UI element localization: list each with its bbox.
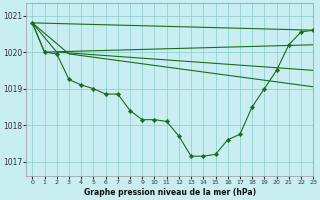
X-axis label: Graphe pression niveau de la mer (hPa): Graphe pression niveau de la mer (hPa) (84, 188, 256, 197)
